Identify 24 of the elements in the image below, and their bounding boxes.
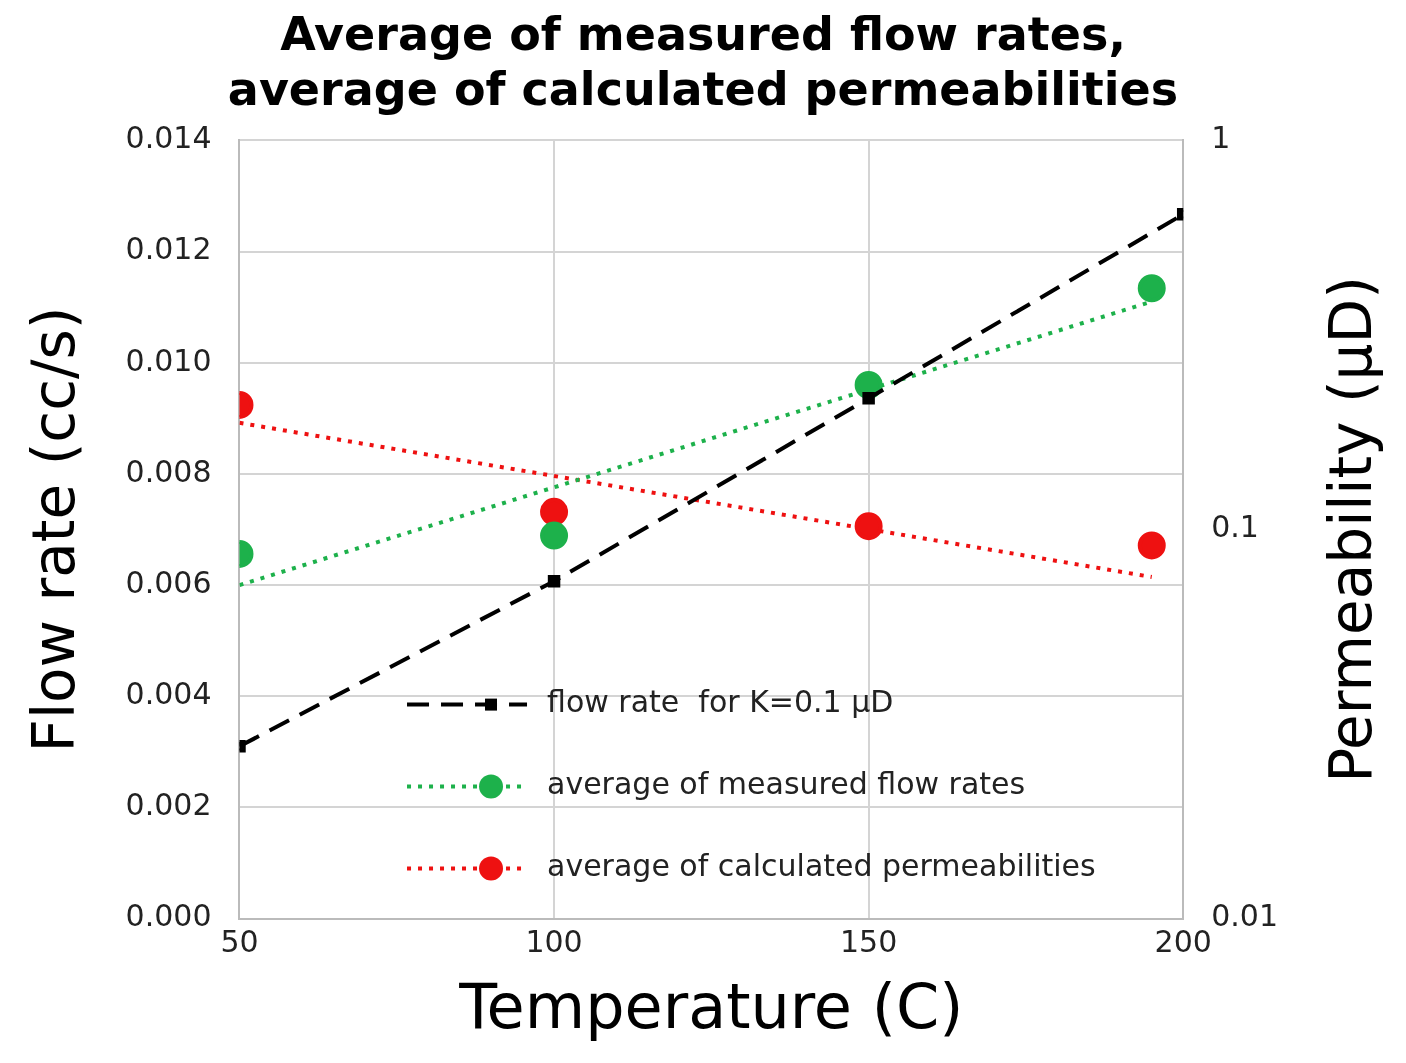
y-tick-label: 0.012 xyxy=(125,231,212,267)
y2-tick-label: 0.1 xyxy=(1211,509,1259,545)
point xyxy=(540,521,569,550)
x-tick-label: 150 xyxy=(840,924,898,960)
y-tick-label: 0.002 xyxy=(125,787,212,823)
y-tick-label: 0.010 xyxy=(125,342,212,378)
legend-label: average of calculated permeabilities xyxy=(547,848,1096,884)
y-tick-label: 0.006 xyxy=(125,564,212,600)
legend-label: flow rate for K=0.1 μD xyxy=(547,684,894,720)
y2-tick-label: 1 xyxy=(1211,120,1231,156)
x-tick-label: 100 xyxy=(525,924,583,960)
y-tick-label: 0.000 xyxy=(125,898,212,934)
y2-tick-label: 0.01 xyxy=(1211,898,1278,934)
point xyxy=(1137,274,1166,303)
y-tick-label: 0.008 xyxy=(125,453,212,489)
y2-axis-title: Permeability (μD) xyxy=(1317,276,1386,783)
legend-label: average of measured flow rates xyxy=(547,766,1026,802)
x-tick-label: 50 xyxy=(220,924,259,960)
x-axis-title: Temperature (C) xyxy=(458,969,964,1043)
y-axis-title: Flow rate (cc/s) xyxy=(19,306,88,753)
y-tick-label: 0.004 xyxy=(125,676,212,712)
x-tick-label: 200 xyxy=(1154,924,1212,960)
y-tick-label: 0.014 xyxy=(125,120,212,156)
chart-title: Average of measured flow rates, average of calculated permeabilities xyxy=(227,6,1179,116)
